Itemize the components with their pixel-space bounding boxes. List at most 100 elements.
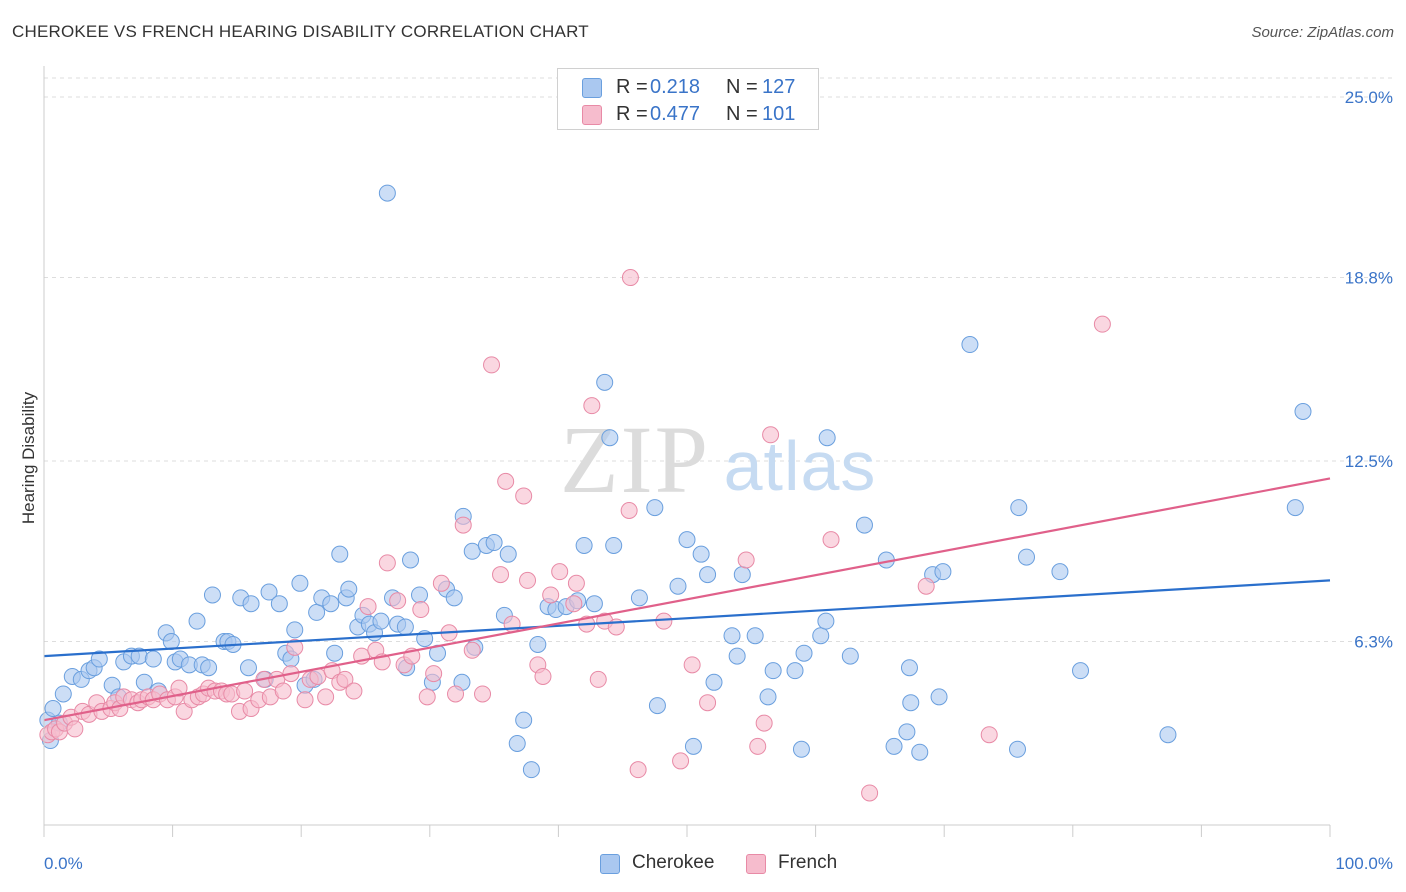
french-point bbox=[447, 685, 465, 703]
french-trend-line bbox=[43, 477, 1331, 722]
french-point bbox=[699, 694, 717, 712]
stats-legend: R = 0.218 N = 127 R = 0.477 N = 101 bbox=[557, 68, 819, 130]
cherokee-point bbox=[1010, 499, 1028, 517]
cherokee-point bbox=[911, 743, 929, 761]
x-tick-label: 100.0% bbox=[1335, 854, 1393, 873]
french-point bbox=[359, 598, 377, 616]
watermark-zip: ZIP bbox=[560, 406, 710, 513]
cherokee-legend-swatch bbox=[600, 854, 620, 874]
cherokee-point bbox=[934, 563, 952, 581]
french-point bbox=[534, 667, 552, 685]
cherokee-point bbox=[188, 612, 206, 630]
cherokee-point bbox=[90, 650, 108, 668]
cherokee-point bbox=[678, 531, 696, 549]
cherokee-point bbox=[522, 761, 540, 779]
source-label: Source: ZipAtlas.com bbox=[1251, 24, 1394, 41]
french-point bbox=[515, 487, 533, 505]
french-point bbox=[655, 612, 673, 630]
french-point bbox=[620, 502, 638, 520]
cherokee-point bbox=[529, 635, 547, 653]
y-tick-label: 6.3% bbox=[1354, 633, 1393, 652]
cherokee-point bbox=[331, 545, 349, 563]
french-point bbox=[861, 784, 879, 802]
cherokee-point bbox=[900, 659, 918, 677]
cherokee-point bbox=[378, 184, 396, 202]
cherokee-point bbox=[575, 536, 593, 554]
cherokee-point bbox=[759, 688, 777, 706]
french-point bbox=[672, 752, 690, 770]
french-point bbox=[454, 516, 472, 534]
cherokee-trend-line bbox=[43, 579, 1331, 658]
french-legend-label: French bbox=[778, 852, 838, 873]
french-point bbox=[822, 531, 840, 549]
french-point bbox=[412, 601, 430, 619]
cherokee-point bbox=[326, 644, 344, 662]
cherokee-point bbox=[372, 612, 390, 630]
cherokee-point bbox=[411, 586, 429, 604]
cherokee-point bbox=[630, 589, 648, 607]
n-label: N = bbox=[726, 76, 758, 98]
french-point bbox=[175, 702, 193, 720]
r-value: 0.477 bbox=[650, 103, 701, 125]
cherokee-point bbox=[162, 633, 180, 651]
cherokee-point bbox=[44, 700, 62, 718]
french-point bbox=[917, 577, 935, 595]
watermark-atlas: atlas bbox=[724, 427, 877, 505]
french-point bbox=[66, 720, 84, 738]
cherokee-point bbox=[705, 673, 723, 691]
cherokee-point bbox=[1286, 499, 1304, 517]
french-point bbox=[236, 682, 254, 700]
y-axis-label: Hearing Disability bbox=[19, 391, 38, 524]
cherokee-point bbox=[1018, 548, 1036, 566]
cherokee-point bbox=[818, 429, 836, 447]
cherokee-swatch bbox=[582, 78, 602, 98]
legend-row-french: R = 0.477 N = 101 bbox=[558, 102, 818, 130]
cherokee-point bbox=[340, 580, 358, 598]
french-point bbox=[274, 682, 292, 700]
cherokee-point bbox=[795, 644, 813, 662]
french-point bbox=[432, 574, 450, 592]
cherokee-point bbox=[200, 659, 218, 677]
cherokee-point bbox=[1159, 726, 1177, 744]
legend-row-cherokee: R = 0.218 N = 127 bbox=[558, 75, 818, 103]
cherokee-point bbox=[291, 574, 309, 592]
cherokee-point bbox=[242, 595, 260, 613]
cherokee-point bbox=[786, 662, 804, 680]
cherokee-point bbox=[322, 595, 340, 613]
cherokee-point bbox=[646, 499, 664, 517]
french-point bbox=[336, 670, 354, 688]
y-tick-label: 18.8% bbox=[1345, 269, 1393, 288]
cherokee-point bbox=[728, 647, 746, 665]
cherokee-point bbox=[239, 659, 257, 677]
chart-title: CHEROKEE VS FRENCH HEARING DISABILITY CO… bbox=[12, 22, 589, 41]
french-point bbox=[483, 356, 501, 374]
cherokee-point bbox=[463, 542, 481, 560]
french-point bbox=[980, 726, 998, 744]
french-point bbox=[737, 551, 755, 569]
french-point bbox=[492, 566, 510, 584]
french-point bbox=[345, 682, 363, 700]
cherokee-point bbox=[508, 734, 526, 752]
french-point bbox=[589, 670, 607, 688]
french-point bbox=[418, 688, 436, 706]
french-point bbox=[683, 656, 701, 674]
n-value: 101 bbox=[762, 103, 796, 125]
french-point bbox=[497, 472, 515, 490]
french-point bbox=[551, 563, 569, 581]
cherokee-point bbox=[260, 583, 278, 601]
french-point bbox=[565, 595, 583, 613]
r-label: R = bbox=[616, 103, 648, 125]
french-point bbox=[286, 638, 304, 656]
cherokee-point bbox=[898, 723, 916, 741]
french-point bbox=[583, 397, 601, 415]
french-point bbox=[1093, 315, 1111, 333]
cherokee-point bbox=[723, 627, 741, 645]
n-value: 127 bbox=[762, 76, 796, 98]
cherokee-point bbox=[930, 688, 948, 706]
cherokee-point bbox=[692, 545, 710, 563]
french-point bbox=[378, 554, 396, 572]
cherokee-point bbox=[605, 536, 623, 554]
cherokee-point bbox=[135, 673, 153, 691]
french-point bbox=[762, 426, 780, 444]
